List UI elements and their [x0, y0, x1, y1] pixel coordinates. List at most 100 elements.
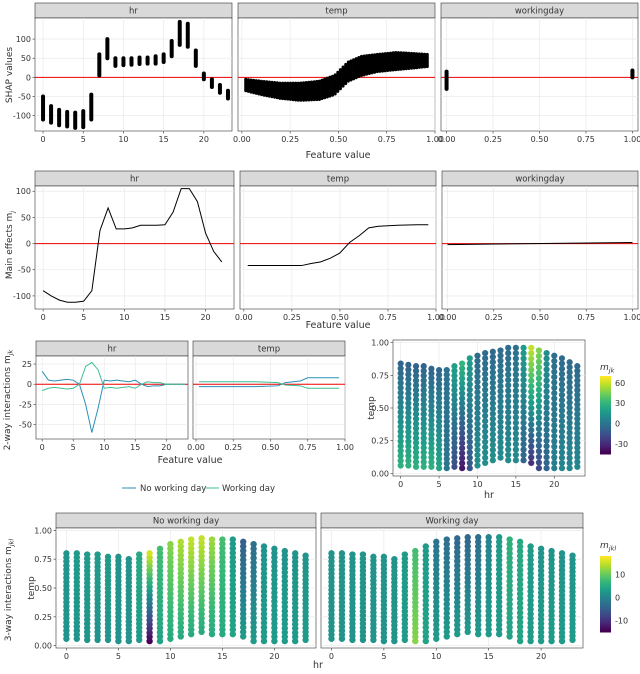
y-tick-label: 100	[16, 35, 31, 44]
heatmap-point	[527, 615, 534, 622]
heatmap-point	[474, 441, 481, 448]
heatmap-point	[543, 410, 550, 417]
heatmap-point	[558, 454, 566, 461]
heatmap-point	[198, 548, 205, 555]
heatmap-point	[188, 563, 195, 570]
heatmap-point	[443, 600, 450, 608]
heatmap-point	[433, 566, 440, 573]
heatmap-point	[188, 608, 195, 615]
heatmap-point	[485, 561, 492, 569]
y-axis-label: Main effects mj	[5, 211, 17, 279]
heatmap-point	[412, 463, 420, 470]
heatmap-point	[240, 556, 247, 564]
heatmap-point	[188, 617, 195, 624]
heatmap-point	[443, 573, 450, 580]
heatmap-point	[506, 614, 513, 622]
x-tick-label: 10	[431, 652, 441, 661]
heatmap-point	[543, 437, 550, 444]
colorbar-tick-label: -10	[615, 616, 628, 625]
heatmap-point	[495, 557, 503, 564]
heatmap-point	[208, 545, 216, 552]
panel-strip-label: workingday	[515, 175, 564, 185]
heatmap-point	[271, 602, 278, 610]
heatmap-point	[177, 624, 184, 631]
colorbar-segment	[600, 450, 611, 453]
heatmap-point	[495, 603, 503, 610]
heatmap-point	[156, 545, 164, 552]
heatmap-point	[505, 430, 512, 437]
heatmap-point	[489, 446, 496, 454]
heatmap-point	[464, 592, 471, 600]
heatmap-point	[208, 617, 216, 624]
heatmap-point	[422, 583, 429, 591]
heatmap-point	[506, 568, 513, 576]
colorbar-segment	[600, 618, 611, 622]
heatmap-point	[405, 452, 412, 460]
heatmap-point	[443, 404, 450, 411]
colorbar-segment	[600, 622, 611, 625]
heatmap-point	[451, 425, 458, 432]
heatmap-point	[551, 406, 558, 413]
x-tick-label: 0.75	[577, 313, 595, 322]
colorbar-segment	[600, 401, 611, 404]
heatmap-point	[475, 538, 482, 546]
heatmap-point	[433, 543, 440, 550]
heatmap-point	[188, 545, 195, 552]
heatmap-point	[397, 438, 404, 445]
heatmap-point	[454, 603, 461, 610]
heatmap-point	[566, 454, 573, 462]
heatmap-point	[250, 568, 257, 576]
heatmap-point	[558, 370, 566, 378]
colorbar-title-subscript: jk	[608, 367, 615, 375]
heatmap-point	[405, 457, 412, 464]
heatmap-point	[229, 558, 236, 566]
heatmap-point	[229, 563, 236, 570]
heatmap-point	[422, 543, 429, 550]
heatmap-point	[428, 384, 435, 391]
heatmap-point	[485, 552, 492, 559]
x-tick-label: 0	[41, 313, 46, 322]
heatmap-point	[454, 589, 461, 597]
heatmap-point	[574, 406, 581, 413]
heatmap-point	[167, 626, 174, 633]
x-tick-label: 0	[329, 652, 334, 661]
heatmap-point	[528, 405, 535, 412]
heatmap-point	[433, 612, 440, 619]
heatmap-point	[177, 592, 184, 600]
heatmap-point	[260, 633, 268, 640]
heatmap-point	[535, 465, 543, 472]
y-tick-label: -25	[19, 400, 32, 409]
heatmap-point	[428, 417, 435, 424]
heatmap-point	[497, 347, 504, 354]
heatmap-point	[73, 550, 81, 557]
heatmap-point	[454, 621, 461, 629]
x-tick-label: 20	[549, 480, 559, 489]
heatmap-point	[229, 621, 236, 629]
heatmap-point	[516, 633, 524, 640]
heatmap-point	[466, 465, 473, 472]
heatmap-point	[433, 552, 440, 559]
y-axis-label-temp: temp	[27, 576, 37, 600]
heatmap-point	[505, 387, 512, 394]
colorbar-segment	[600, 424, 611, 428]
heatmap-point	[412, 387, 420, 394]
heatmap-point	[250, 628, 257, 636]
colorbar-segment	[600, 383, 611, 387]
heatmap-point	[464, 597, 471, 604]
colorbar-segment	[600, 605, 611, 608]
heatmap-point	[136, 551, 143, 558]
heatmap-point	[177, 606, 184, 613]
heatmap-point	[535, 420, 543, 427]
heatmap-point	[464, 588, 471, 595]
heatmap-point	[420, 377, 427, 384]
heatmap-point	[420, 420, 427, 427]
colorbar-segment	[600, 426, 611, 430]
heatmap-point	[156, 593, 164, 601]
heatmap-point	[551, 400, 558, 407]
x-tick-label: 0.00	[439, 313, 457, 322]
heatmap-point	[188, 540, 195, 548]
heatmap-point	[167, 572, 174, 579]
heatmap-point	[428, 449, 435, 456]
heatmap-point	[420, 415, 427, 422]
